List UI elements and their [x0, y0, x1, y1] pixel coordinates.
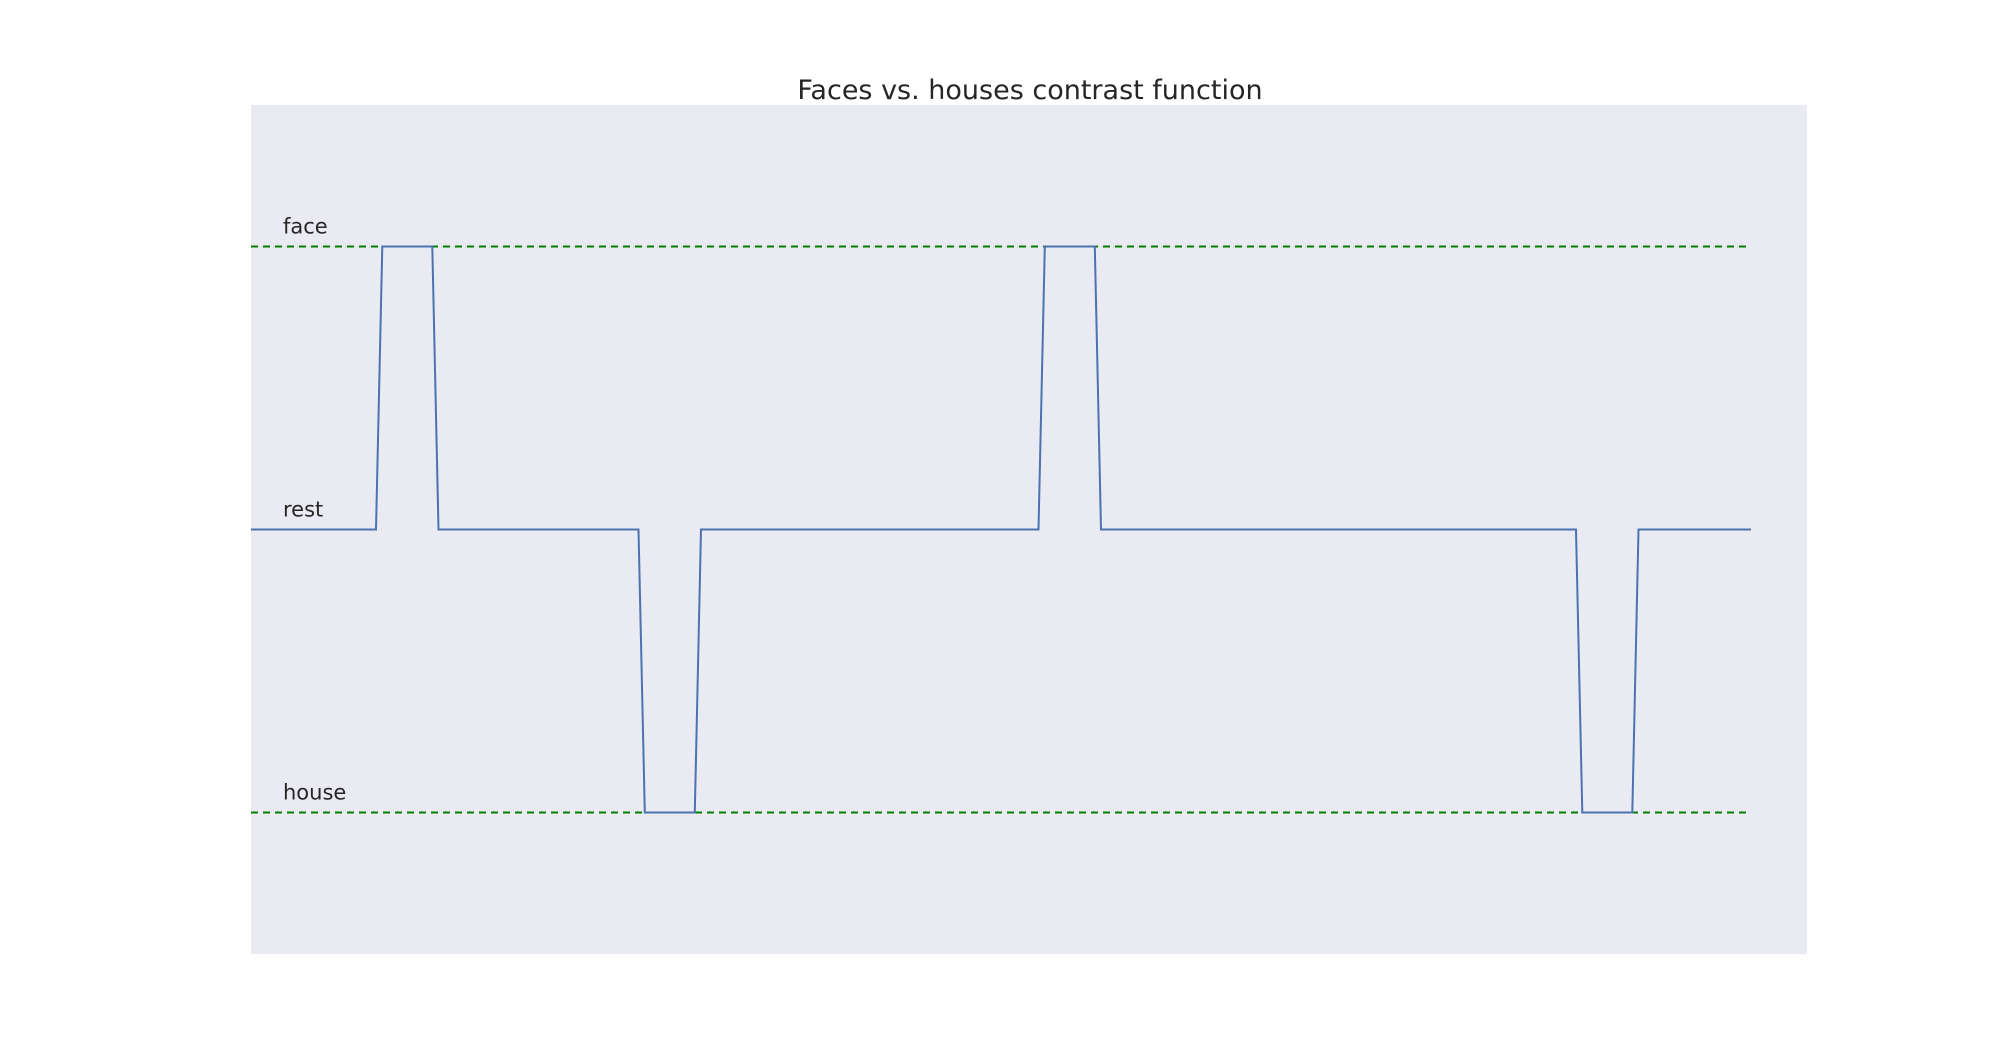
level-label-rest: rest: [283, 498, 323, 522]
level-label-house: house: [283, 781, 346, 805]
level-label-face: face: [283, 215, 328, 239]
series-line-0: [251, 245, 1751, 814]
chart-title: Faces vs. houses contrast function: [797, 75, 1262, 106]
